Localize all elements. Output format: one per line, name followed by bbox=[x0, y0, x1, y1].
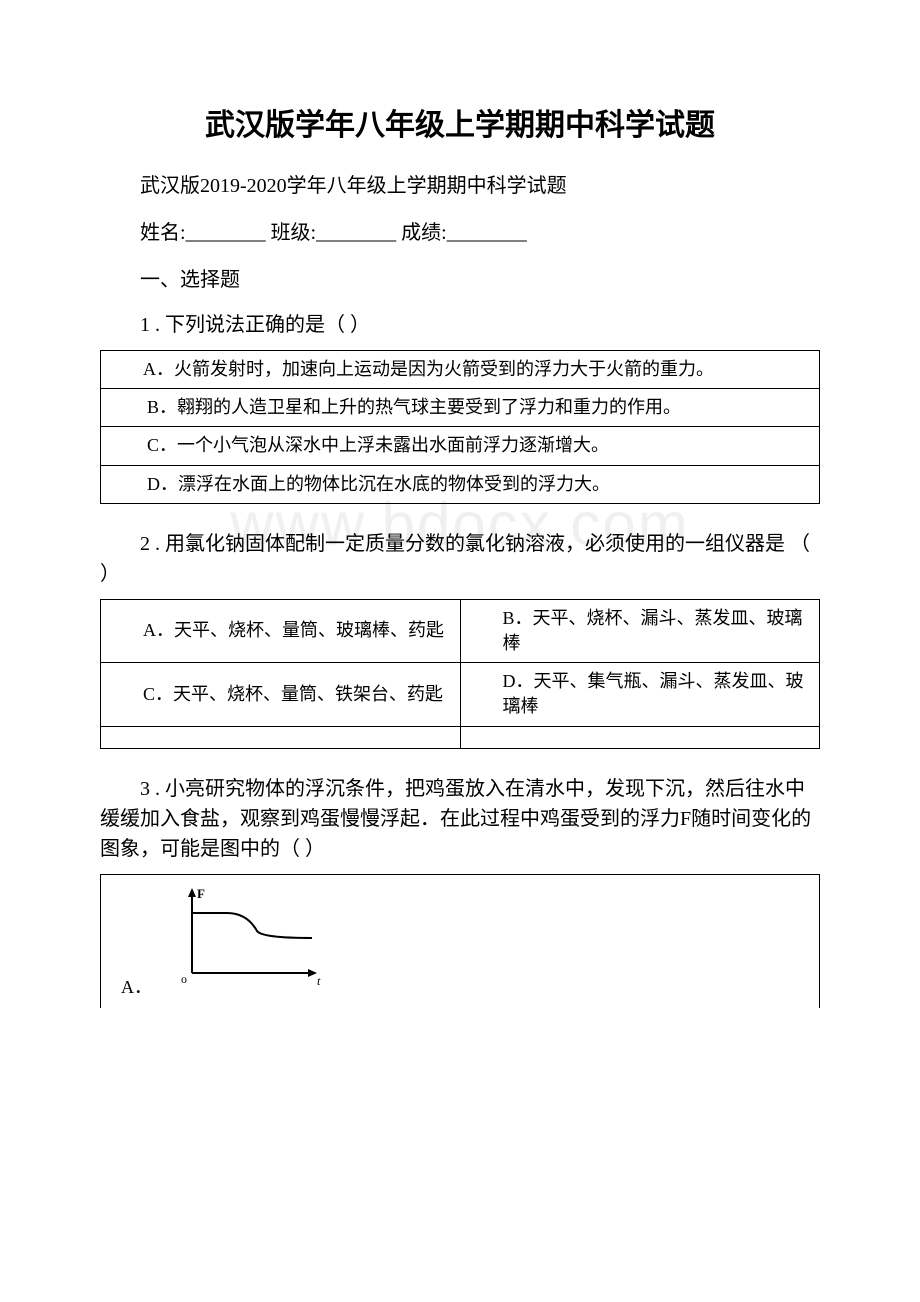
y-axis-arrow-icon bbox=[188, 888, 196, 897]
score-label: 成绩: bbox=[401, 222, 447, 244]
question-2-stem: 2 . 用氯化钠固体配制一定质量分数的氯化钠溶液，必须使用的一组仪器是 （ ） bbox=[100, 529, 820, 589]
section-title: 一、选择题 bbox=[100, 263, 820, 292]
name-blank: ________ bbox=[186, 222, 266, 244]
question-3-options-table: A． F t o bbox=[100, 874, 820, 1008]
table-row: A．天平、烧杯、量筒、玻璃棒、药匙 B．天平、烧杯、漏斗、蒸发皿、玻璃棒 bbox=[101, 599, 820, 662]
q2-option-c-text: C．天平、烧杯、量筒、铁架台、药匙 bbox=[143, 684, 443, 704]
q2-option-d-text: D．天平、集气瓶、漏斗、蒸发皿、玻璃棒 bbox=[503, 671, 804, 716]
q1-option-b: B．翱翔的人造卫星和上升的热气球主要受到了浮力和重力的作用。 bbox=[101, 389, 820, 427]
q1-option-c: C．一个小气泡从深水中上浮未露出水面前浮力逐渐增大。 bbox=[101, 427, 820, 465]
q3-option-a-label: A． bbox=[121, 975, 152, 1000]
q2-option-a: A．天平、烧杯、量筒、玻璃棒、药匙 bbox=[101, 599, 461, 662]
question-1-options-table: A．火箭发射时，加速向上运动是因为火箭受到的浮力大于火箭的重力。 B．翱翔的人造… bbox=[100, 350, 820, 504]
q1-option-a: A．火箭发射时，加速向上运动是因为火箭受到的浮力大于火箭的重力。 bbox=[101, 351, 820, 389]
score-blank: ________ bbox=[447, 222, 527, 244]
chart-svg: F t o bbox=[167, 883, 327, 993]
q2-option-b-text: B．天平、烧杯、漏斗、蒸发皿、玻璃棒 bbox=[503, 608, 803, 653]
name-label: 姓名: bbox=[140, 222, 186, 244]
table-row bbox=[101, 726, 820, 748]
class-blank: ________ bbox=[316, 222, 396, 244]
chart-curve bbox=[192, 913, 312, 938]
table-row: C．一个小气泡从深水中上浮未露出水面前浮力逐渐增大。 bbox=[101, 427, 820, 465]
question-3-stem: 3 . 小亮研究物体的浮沉条件，把鸡蛋放入在清水中，发现下沉，然后往水中缓缓加入… bbox=[100, 774, 820, 864]
q2-option-b: B．天平、烧杯、漏斗、蒸发皿、玻璃棒 bbox=[460, 599, 820, 662]
q1-option-a-text: A．火箭发射时，加速向上运动是因为火箭受到的浮力大于火箭的重力。 bbox=[143, 359, 714, 379]
document-content: 武汉版学年八年级上学期期中科学试题 武汉版2019-2020学年八年级上学期期中… bbox=[100, 100, 820, 1008]
table-row: C．天平、烧杯、量筒、铁架台、药匙 D．天平、集气瓶、漏斗、蒸发皿、玻璃棒 bbox=[101, 663, 820, 726]
origin-label: o bbox=[181, 972, 187, 986]
page-title: 武汉版学年八年级上学期期中科学试题 bbox=[100, 100, 820, 144]
student-info-line: 姓名:________ 班级:________ 成绩:________ bbox=[100, 216, 820, 245]
q2-option-c: C．天平、烧杯、量筒、铁架台、药匙 bbox=[101, 663, 461, 726]
q3-stem-text: 3 . 小亮研究物体的浮沉条件，把鸡蛋放入在清水中，发现下沉，然后往水中缓缓加入… bbox=[100, 778, 811, 860]
question-2-options-table: A．天平、烧杯、量筒、玻璃棒、药匙 B．天平、烧杯、漏斗、蒸发皿、玻璃棒 C．天… bbox=[100, 599, 820, 749]
empty-cell bbox=[101, 726, 461, 748]
question-1-stem: 1 . 下列说法正确的是（ ） bbox=[100, 310, 820, 340]
q2-option-a-text: A．天平、烧杯、量筒、玻璃棒、药匙 bbox=[143, 620, 444, 640]
x-axis-arrow-icon bbox=[308, 969, 317, 977]
q2-option-d: D．天平、集气瓶、漏斗、蒸发皿、玻璃棒 bbox=[460, 663, 820, 726]
table-row: D．漂浮在水面上的物体比沉在水底的物体受到的浮力大。 bbox=[101, 465, 820, 503]
q3-option-a-cell: A． F t o bbox=[101, 874, 820, 1008]
table-row: B．翱翔的人造卫星和上升的热气球主要受到了浮力和重力的作用。 bbox=[101, 389, 820, 427]
q3-chart-a: F t o bbox=[167, 883, 327, 1000]
table-row: A．火箭发射时，加速向上运动是因为火箭受到的浮力大于火箭的重力。 bbox=[101, 351, 820, 389]
empty-cell bbox=[460, 726, 820, 748]
subtitle: 武汉版2019-2020学年八年级上学期期中科学试题 bbox=[100, 169, 820, 198]
q2-stem-text: 2 . 用氯化钠固体配制一定质量分数的氯化钠溶液，必须使用的一组仪器是 （ ） bbox=[100, 533, 810, 585]
q1-option-d: D．漂浮在水面上的物体比沉在水底的物体受到的浮力大。 bbox=[101, 465, 820, 503]
class-label: 班级: bbox=[271, 222, 317, 244]
table-row: A． F t o bbox=[101, 874, 820, 1008]
y-axis-label: F bbox=[197, 886, 205, 901]
x-axis-label: t bbox=[317, 974, 321, 988]
